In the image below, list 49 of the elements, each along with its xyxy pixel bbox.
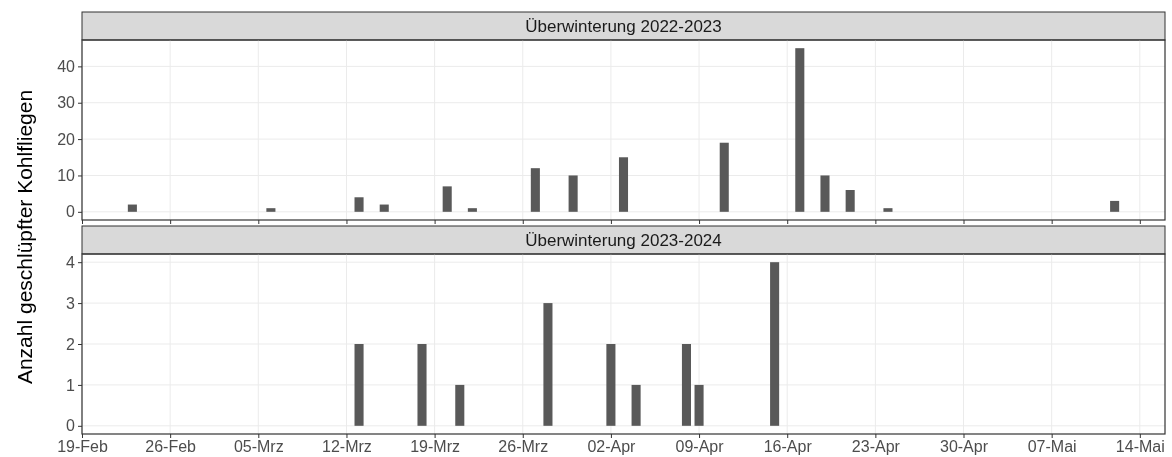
bar <box>530 168 540 212</box>
bar <box>354 197 364 212</box>
x-tick-label: 14-Mai <box>1115 438 1165 456</box>
bar <box>417 344 427 426</box>
bar <box>795 48 805 212</box>
bar <box>681 344 691 426</box>
bar <box>694 384 704 426</box>
chart-title: Überwinterung 2022-2023 <box>525 17 722 36</box>
y-tick-label: 3 <box>66 294 76 312</box>
bar <box>568 175 578 212</box>
x-tick-label: 26-Mrz <box>498 438 549 456</box>
x-tick-label: 09-Apr <box>675 438 725 456</box>
x-tick-label: 30-Apr <box>940 438 989 456</box>
y-tick-label: 10 <box>57 167 76 185</box>
bar <box>770 262 780 426</box>
bar <box>379 204 389 212</box>
bar <box>618 157 629 212</box>
bar <box>354 344 364 426</box>
y-tick-label: 4 <box>66 253 76 271</box>
x-tick-label: 19-Mrz <box>410 438 460 456</box>
x-tick-label: 26-Feb <box>145 438 197 456</box>
y-tick-label: 0 <box>66 203 76 221</box>
y-tick-label: 0 <box>66 417 76 435</box>
y-tick-label: 40 <box>57 57 76 75</box>
bar <box>266 208 276 212</box>
bar <box>719 142 729 212</box>
chart-title: Überwinterung 2023-2024 <box>525 231 722 250</box>
y-tick-label: 30 <box>57 94 76 112</box>
bar <box>820 175 830 212</box>
y-tick-label: 1 <box>66 376 76 394</box>
bar <box>543 303 553 426</box>
bar <box>467 208 477 212</box>
bar <box>1110 200 1120 212</box>
x-tick-label: 07-Mai <box>1027 438 1077 456</box>
x-tick-label: 12-Mrz <box>322 438 372 456</box>
x-tick-label: 16-Apr <box>763 438 813 456</box>
bar <box>606 344 616 426</box>
bar <box>455 384 465 426</box>
x-tick-label: 02-Apr <box>587 438 637 456</box>
y-tick-label: 20 <box>57 130 76 148</box>
bar <box>631 384 641 426</box>
y-axis-title: Anzahl geschlüpfter Kohlfliegen <box>13 89 36 385</box>
y-tick-label: 2 <box>66 335 76 353</box>
bar <box>442 186 452 212</box>
bar <box>845 190 855 212</box>
x-tick-label: 19-Feb <box>57 438 108 456</box>
x-tick-label: 23-Apr <box>851 438 901 456</box>
bar <box>883 208 893 212</box>
x-tick-label: 05-Mrz <box>233 438 284 456</box>
